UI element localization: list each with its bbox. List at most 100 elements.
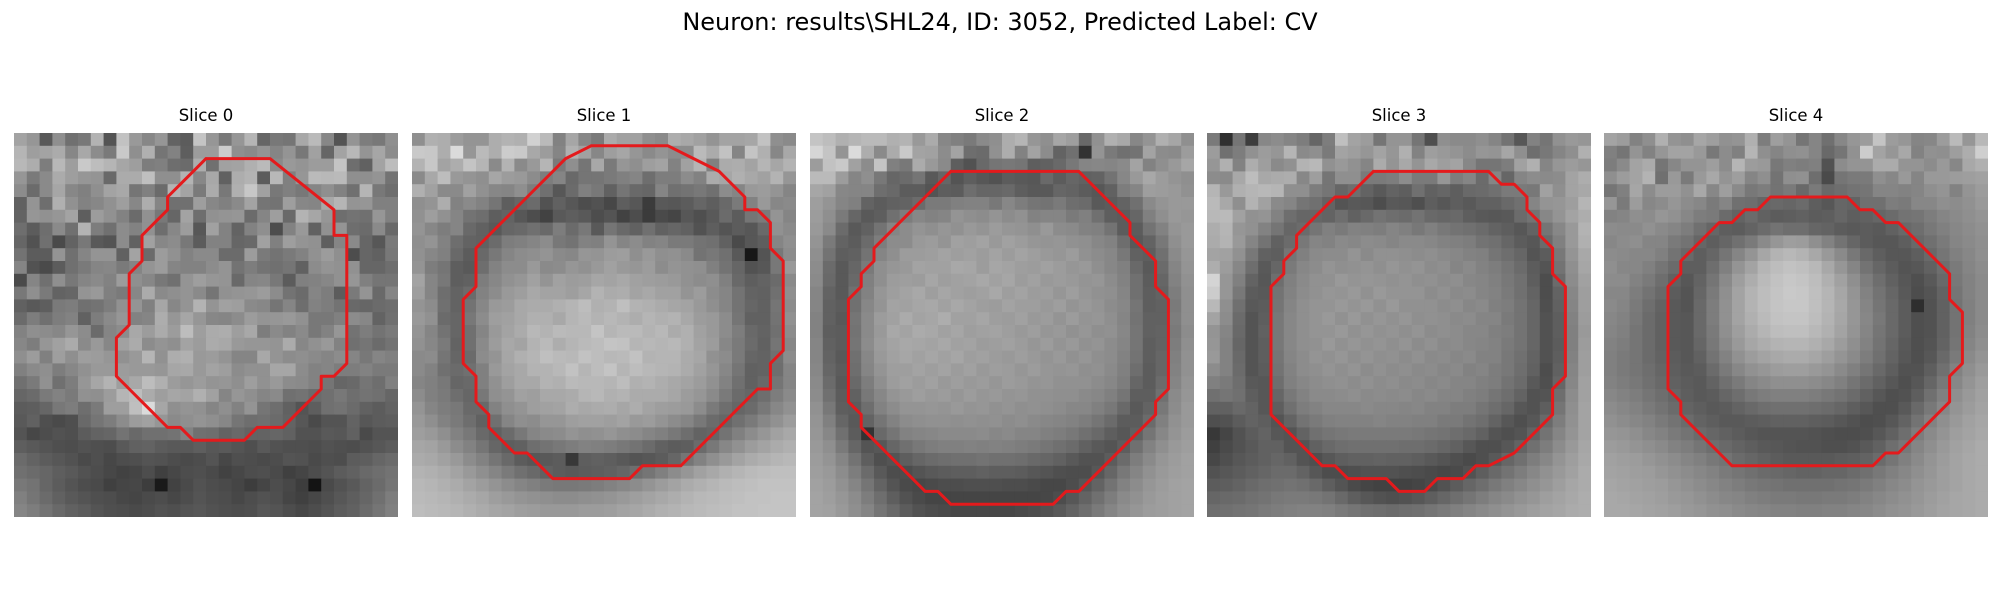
- pixel-cell: [129, 453, 143, 467]
- pixel-cell: [822, 184, 837, 198]
- pixel-cell: [295, 337, 309, 352]
- pixel-cell: [1488, 197, 1502, 211]
- pixel-cell: [861, 312, 875, 326]
- pixel-cell: [1808, 440, 1823, 454]
- pixel-cell: [1014, 427, 1029, 441]
- pixel-cell: [1411, 337, 1426, 352]
- pixel-cell: [282, 401, 297, 416]
- pixel-cell: [1360, 465, 1374, 480]
- pixel-cell: [1130, 337, 1144, 352]
- pixel-cell: [1898, 235, 1912, 249]
- pixel-cell: [757, 312, 771, 326]
- pixel-cell: [1847, 133, 1861, 147]
- pixel-cell: [1424, 145, 1438, 160]
- pixel-cell: [1821, 401, 1835, 416]
- pixel-cell: [989, 427, 1003, 441]
- pixel-cell: [1309, 261, 1323, 275]
- pixel-cell: [488, 453, 503, 467]
- pixel-cell: [385, 286, 398, 300]
- pixel-cell: [1936, 389, 1951, 403]
- pixel-cell: [1719, 478, 1733, 492]
- pixel-cell: [822, 158, 837, 172]
- pixel-cell: [1770, 427, 1784, 441]
- pixel-cell: [1424, 427, 1438, 441]
- pixel-cell: [642, 286, 656, 300]
- pixel-cell: [1091, 350, 1105, 364]
- pixel-cell: [874, 312, 888, 326]
- pixel-cell: [1078, 158, 1093, 172]
- pixel-cell: [39, 184, 53, 198]
- pixel-cell: [989, 350, 1003, 364]
- pixel-cell: [463, 261, 477, 275]
- pixel-cell: [1078, 312, 1093, 326]
- pixel-cell: [450, 465, 464, 480]
- pixel-cell: [321, 235, 335, 249]
- pixel-cell: [424, 491, 439, 505]
- pixel-cell: [848, 427, 862, 441]
- pixel-cell: [1514, 133, 1528, 147]
- pixel-cell: [450, 389, 464, 403]
- pixel-cell: [1283, 158, 1298, 172]
- pixel-cell: [1604, 440, 1618, 454]
- pixel-cell: [167, 504, 181, 517]
- pixel-cell: [616, 363, 631, 377]
- pixel-cell: [757, 222, 771, 236]
- pixel-cell: [1347, 171, 1362, 185]
- pixel-cell: [257, 184, 271, 198]
- pixel-cell: [1207, 453, 1221, 467]
- pixel-cell: [822, 133, 837, 147]
- pixel-cell: [129, 363, 143, 377]
- pixel-cell: [1066, 389, 1080, 403]
- pixel-cell: [1322, 440, 1336, 454]
- pixel-cell: [1475, 158, 1490, 172]
- pixel-cell: [848, 440, 862, 454]
- pixel-cell: [1732, 337, 1746, 352]
- pixel-cell: [1463, 133, 1477, 147]
- pixel-cell: [65, 427, 79, 441]
- pixel-cell: [142, 504, 156, 517]
- pixel-cell: [1655, 209, 1669, 224]
- pixel-cell: [308, 184, 322, 198]
- pixel-cell: [1155, 504, 1169, 517]
- pixel-cell: [1488, 401, 1502, 416]
- pixel-cell: [642, 440, 656, 454]
- pixel-cell: [116, 145, 130, 160]
- pixel-cell: [770, 491, 784, 505]
- pixel-cell: [65, 337, 79, 352]
- pixel-cell: [1437, 389, 1451, 403]
- pixel-cell: [810, 465, 824, 480]
- pixel-cell: [1027, 414, 1041, 428]
- pixel-cell: [1975, 299, 1988, 313]
- pixel-cell: [154, 337, 169, 352]
- pixel-cell: [861, 440, 875, 454]
- pixel-cell: [1539, 376, 1554, 390]
- pixel-cell: [1117, 363, 1131, 377]
- pixel-cell: [732, 171, 746, 185]
- pixel-cell: [218, 465, 233, 480]
- pixel-cell: [1911, 376, 1925, 390]
- pixel-cell: [1002, 337, 1016, 352]
- pixel-cell: [1501, 299, 1515, 313]
- pixel-cell: [1744, 376, 1759, 390]
- pixel-cell: [1629, 158, 1643, 172]
- pixel-cell: [1463, 299, 1477, 313]
- pixel-cell: [501, 312, 515, 326]
- pixel-cell: [629, 299, 643, 313]
- pixel-cell: [1066, 158, 1080, 172]
- pixel-cell: [1565, 350, 1579, 364]
- pixel-cell: [1309, 158, 1323, 172]
- pixel-cell: [1053, 209, 1067, 224]
- pixel-cell: [706, 222, 720, 236]
- pixel-cell: [334, 235, 348, 249]
- pixel-cell: [989, 401, 1003, 416]
- pixel-cell: [1552, 389, 1566, 403]
- pixel-cell: [1296, 453, 1310, 467]
- pixel-cell: [886, 427, 901, 441]
- pixel-cell: [1668, 401, 1682, 416]
- pixel-cell: [1898, 363, 1912, 377]
- pixel-cell: [1975, 453, 1988, 467]
- pixel-cell: [1719, 504, 1733, 517]
- pixel-cell: [1744, 145, 1759, 160]
- pixel-cell: [1604, 465, 1618, 480]
- pixel-cell: [1245, 184, 1259, 198]
